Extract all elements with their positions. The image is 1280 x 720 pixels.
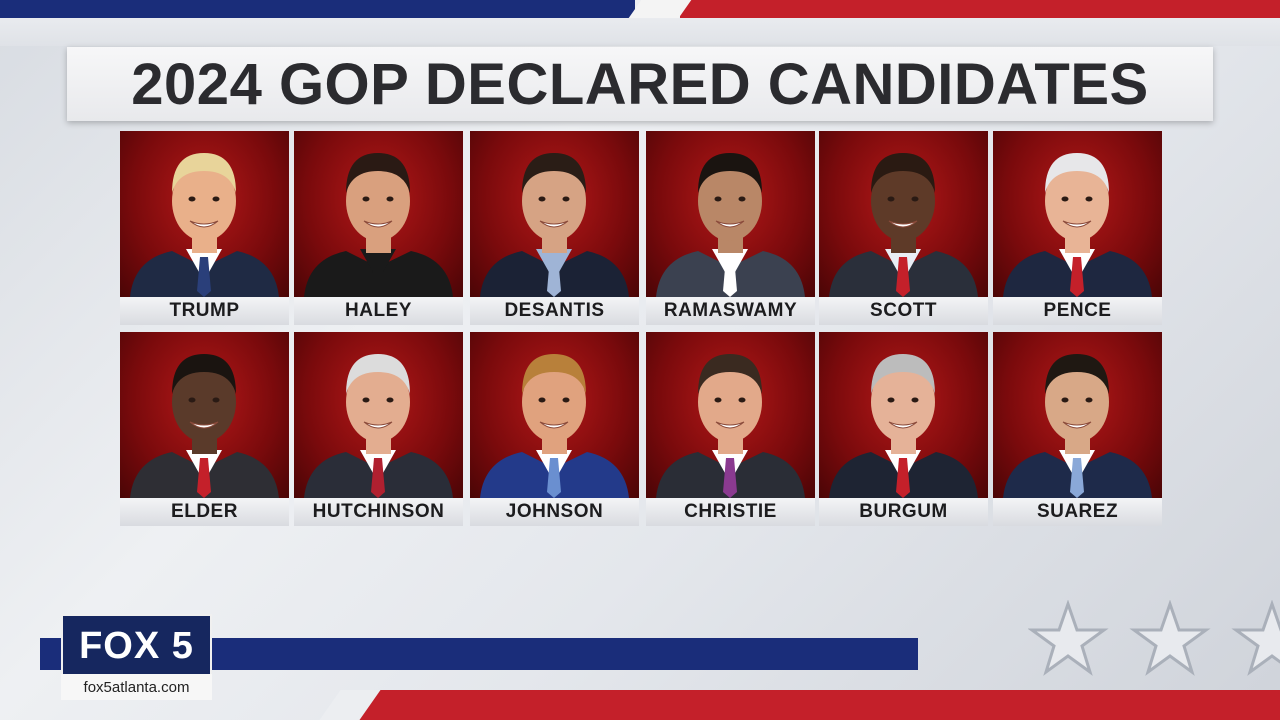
- fox5-logo: FOX 5: [61, 614, 212, 678]
- station-url: fox5atlanta.com: [61, 674, 212, 700]
- candidate-portrait: [819, 131, 988, 297]
- candidate-name: SUAREZ: [993, 498, 1162, 526]
- candidate-name: DESANTIS: [470, 297, 639, 325]
- candidate-name: HALEY: [294, 297, 463, 325]
- candidate-name: HUTCHINSON: [294, 498, 463, 526]
- candidate-portrait: [470, 131, 639, 297]
- candidate-name: TRUMP: [120, 297, 289, 325]
- candidate-card: HALEY: [294, 131, 463, 325]
- candidate-portrait: [120, 131, 289, 297]
- logo-text: FOX 5: [79, 624, 194, 667]
- candidate-name: RAMASWAMY: [646, 297, 815, 325]
- candidate-portrait: [294, 332, 463, 498]
- candidate-name: SCOTT: [819, 297, 988, 325]
- candidate-portrait: [294, 131, 463, 297]
- top-background-band: [0, 18, 1280, 46]
- candidate-card: ELDER: [120, 332, 289, 526]
- candidate-name: CHRISTIE: [646, 498, 815, 526]
- candidate-card: BURGUM: [819, 332, 988, 526]
- decorative-stars: [1028, 600, 1280, 676]
- star-icon: [1129, 600, 1211, 676]
- candidate-portrait: [993, 131, 1162, 297]
- candidate-card: DESANTIS: [470, 131, 639, 325]
- candidate-portrait: [470, 332, 639, 498]
- candidate-portrait: [120, 332, 289, 498]
- candidate-card: SCOTT: [819, 131, 988, 325]
- candidate-name: JOHNSON: [470, 498, 639, 526]
- candidate-portrait: [646, 332, 815, 498]
- top-blue-stripe: [0, 0, 635, 18]
- title-banner: 2024 GOP DECLARED CANDIDATES: [67, 47, 1213, 121]
- candidate-card: TRUMP: [120, 131, 289, 325]
- candidate-card: RAMASWAMY: [646, 131, 815, 325]
- candidate-card: JOHNSON: [470, 332, 639, 526]
- candidate-card: HUTCHINSON: [294, 332, 463, 526]
- candidate-portrait: [993, 332, 1162, 498]
- page-title: 2024 GOP DECLARED CANDIDATES: [131, 51, 1149, 117]
- top-red-stripe: [680, 0, 1280, 18]
- candidate-name: BURGUM: [819, 498, 988, 526]
- star-icon: [1028, 600, 1109, 676]
- bottom-red-stripe: [345, 690, 1280, 720]
- candidate-name: PENCE: [993, 297, 1162, 325]
- candidate-portrait: [646, 131, 815, 297]
- candidate-name: ELDER: [120, 498, 289, 526]
- candidate-card: CHRISTIE: [646, 332, 815, 526]
- candidate-portrait: [819, 332, 988, 498]
- star-icon: [1231, 600, 1280, 676]
- candidate-card: SUAREZ: [993, 332, 1162, 526]
- candidate-card: PENCE: [993, 131, 1162, 325]
